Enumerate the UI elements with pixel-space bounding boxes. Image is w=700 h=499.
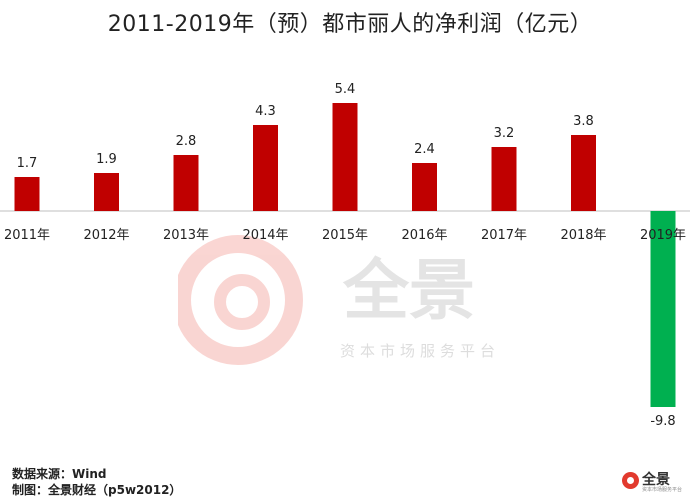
x-tick-label-2013年: 2013年 (163, 228, 209, 243)
chart-title: 2011-2019年（预）都市丽人的净利润（亿元） (107, 12, 593, 37)
data-source-note: 数据来源：Wind (12, 467, 107, 481)
bar-2018年 (571, 135, 596, 211)
data-label-2016年: 2.4 (414, 142, 435, 157)
bar-2012年 (94, 173, 119, 211)
x-tick-label-2017年: 2017年 (481, 228, 527, 243)
data-label-2012年: 1.9 (96, 152, 117, 167)
x-tick-label-2014年: 2014年 (242, 228, 288, 243)
x-tick-label-2015年: 2015年 (322, 228, 368, 243)
corner-logo: 全景 资本市场服务平台 (620, 469, 692, 495)
data-label-2013年: 2.8 (176, 134, 197, 149)
x-tick-label-2011年: 2011年 (4, 228, 50, 243)
x-tick-label-2012年: 2012年 (83, 228, 129, 243)
x-tick-label-2018年: 2018年 (560, 228, 606, 243)
data-label-2015年: 5.4 (335, 82, 356, 97)
x-tick-label-2016年: 2016年 (401, 228, 447, 243)
data-label-2014年: 4.3 (255, 104, 276, 119)
bar-2014年 (253, 125, 278, 211)
data-label-2018年: 3.8 (573, 114, 594, 129)
bar-2011年 (14, 177, 40, 211)
bar-2015年 (332, 103, 358, 211)
quanjing-logo-icon (622, 472, 639, 489)
chart-maker-note: 制图：全景财经（p5w2012） (12, 483, 182, 497)
corner-logo-subtitle: 资本市场服务平台 (642, 487, 683, 493)
data-label-2017年: 3.2 (494, 126, 515, 141)
bar-2017年 (491, 147, 517, 211)
bar-2013年 (173, 155, 199, 211)
data-label-2011年: 1.7 (17, 156, 38, 171)
bar-2016年 (412, 163, 437, 211)
bar-chart: 1.7 2011年 1.9 2012年 2.8 2013年 4.3 2014年 5.4 2015年… (0, 82, 690, 429)
bar-2019年 (650, 211, 676, 407)
data-label-2019年: -9.8 (650, 414, 675, 429)
x-tick-label-2019年: 2019年 (640, 228, 686, 243)
corner-logo-brand: 全景 (642, 472, 670, 488)
